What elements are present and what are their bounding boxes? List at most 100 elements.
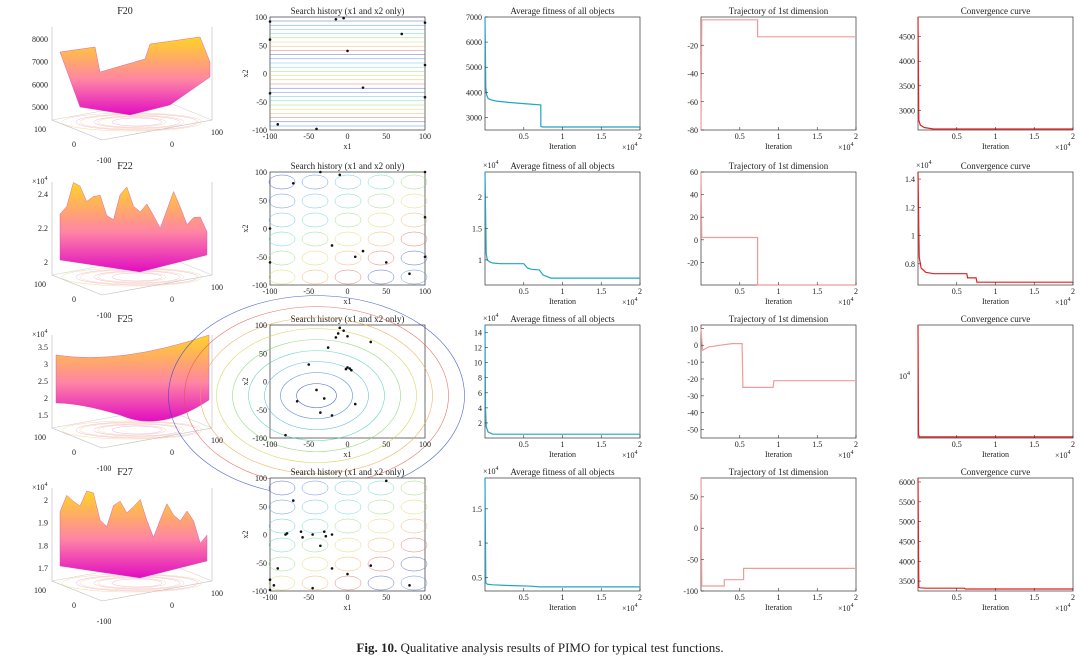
contour-line <box>400 556 428 572</box>
x-tick-label: -50 <box>303 287 314 296</box>
trajectory-title: Trajectory of 1st dimension <box>729 314 829 324</box>
y-exponent: ×104 <box>916 160 932 170</box>
contour-line <box>400 250 428 266</box>
x-exponent: ×104 <box>838 450 854 460</box>
y-tick-label: 0 <box>263 70 267 79</box>
x-tick-label: -50 <box>303 440 314 449</box>
contour-line <box>301 480 329 496</box>
search-point <box>342 329 345 332</box>
search-point <box>423 95 427 99</box>
contour-line <box>268 480 296 496</box>
surface-plot: F22 ×104 2.4 2.2 2 100 0 -100 0 100 <box>32 161 223 320</box>
series-line <box>700 19 856 131</box>
x-exponent: ×104 <box>1055 297 1071 307</box>
surface-exponent: ×104 <box>32 176 48 186</box>
y-tick-label: 1.2 <box>905 203 915 212</box>
contour-line <box>367 269 395 285</box>
x-tick-label: 100 <box>419 440 431 449</box>
surface-floor-contour <box>93 115 181 129</box>
search-point <box>350 368 353 372</box>
search-point <box>346 572 349 576</box>
search-point <box>346 335 349 338</box>
contour-line <box>334 250 362 266</box>
x-tick-label: -100 <box>263 593 278 602</box>
surface-mesh <box>59 490 208 579</box>
search-point <box>348 367 352 370</box>
y-tick-label: 8 <box>478 374 482 383</box>
surface-axis-box <box>51 335 213 449</box>
surface-z-tick: 2.5 <box>38 377 48 386</box>
y-tick-label: 6000 <box>466 38 482 47</box>
x-tick-label: 1.5 <box>596 440 606 449</box>
contour-line <box>268 537 296 553</box>
x-tick-label: 2 <box>854 287 858 296</box>
surface-floor-contour <box>97 116 167 128</box>
contour-line <box>400 499 428 515</box>
contour-line <box>301 193 329 209</box>
y-tick-label: 2 <box>478 193 482 202</box>
convergence-title: Convergence curve <box>961 6 1031 16</box>
contour-line <box>301 556 329 572</box>
series-line <box>700 171 856 286</box>
figure-canvas: F2080007000600050001000-1000100F22×1042.… <box>32 6 1075 626</box>
surface-z-tick: 1.5 <box>38 411 48 420</box>
search-point <box>400 32 404 36</box>
search-point <box>423 170 427 174</box>
y-tick-label: 0 <box>694 524 698 533</box>
y-tick-label: -50 <box>256 406 267 415</box>
contour-line <box>301 250 329 266</box>
contour-line <box>268 250 296 266</box>
x-tick-label: 0.5 <box>519 593 529 602</box>
trajectory-plot: Trajectory of 1st dimension 0.5 1 1.5 2 Itera… <box>687 6 858 152</box>
contour-line <box>296 383 337 408</box>
contour-line <box>264 361 369 430</box>
y-tick-label: -50 <box>256 253 267 262</box>
surface-y-tick: 0 <box>170 295 174 304</box>
contour-line <box>268 499 296 515</box>
search-point <box>369 340 373 344</box>
axes-frame <box>484 324 641 439</box>
x-axis-label: Iteration <box>765 450 792 459</box>
contour-line <box>268 556 296 572</box>
surface-floor-contour <box>111 425 163 435</box>
x-tick-label: 1.5 <box>1029 593 1039 602</box>
search-point <box>268 20 272 23</box>
x-axis-label: Iteration <box>982 603 1009 612</box>
convergence-plot: Convergence curve 0.5 1 1.5 2 Iteration ×104 0.… <box>905 160 1075 307</box>
y-tick-label: 1 <box>478 539 482 548</box>
contour-line <box>301 537 329 553</box>
contour-line <box>248 350 385 441</box>
x-tick-label: 0.5 <box>952 440 962 449</box>
y-tick-label: 100 <box>255 321 267 330</box>
x-tick-label: 100 <box>419 593 431 602</box>
x-tick-label: 1 <box>777 132 781 141</box>
x-tick-label: 2 <box>1071 287 1075 296</box>
y-tick-label: 50 <box>259 502 267 511</box>
search-history-plot: Search history (x1 and x2 only) -100-100 -… <box>241 161 431 306</box>
x-tick-label: 0 <box>346 593 350 602</box>
y-tick-label: 3500 <box>899 577 915 586</box>
x-tick-label: -50 <box>303 132 314 141</box>
x-tick-label: 0.5 <box>735 287 745 296</box>
search-point <box>285 532 289 535</box>
y-tick-label: 1 <box>478 256 482 265</box>
y-tick-label: 6 <box>478 389 482 398</box>
search-point <box>276 123 280 126</box>
x-axis-label: Iteration <box>549 297 576 306</box>
fitness-title: Average fitness of all objects <box>510 314 615 324</box>
search-point <box>284 433 287 437</box>
axes-frame <box>269 171 426 286</box>
search-point <box>330 533 334 536</box>
trajectory-title: Trajectory of 1st dimension <box>729 467 829 477</box>
surface-mesh <box>59 36 211 116</box>
search-point <box>268 588 272 592</box>
search-point <box>311 533 314 536</box>
x-tick-label: -100 <box>263 440 278 449</box>
surface-z-tick: 7000 <box>32 58 48 67</box>
x2-axis-label: x2 <box>241 378 250 386</box>
surface-y-tick: 100 <box>211 589 223 598</box>
surface-z-tick: 1.7 <box>38 564 48 573</box>
convergence-title: Convergence curve <box>961 161 1031 171</box>
axes-frame <box>700 324 857 439</box>
y-tick-label: -20 <box>687 375 698 384</box>
